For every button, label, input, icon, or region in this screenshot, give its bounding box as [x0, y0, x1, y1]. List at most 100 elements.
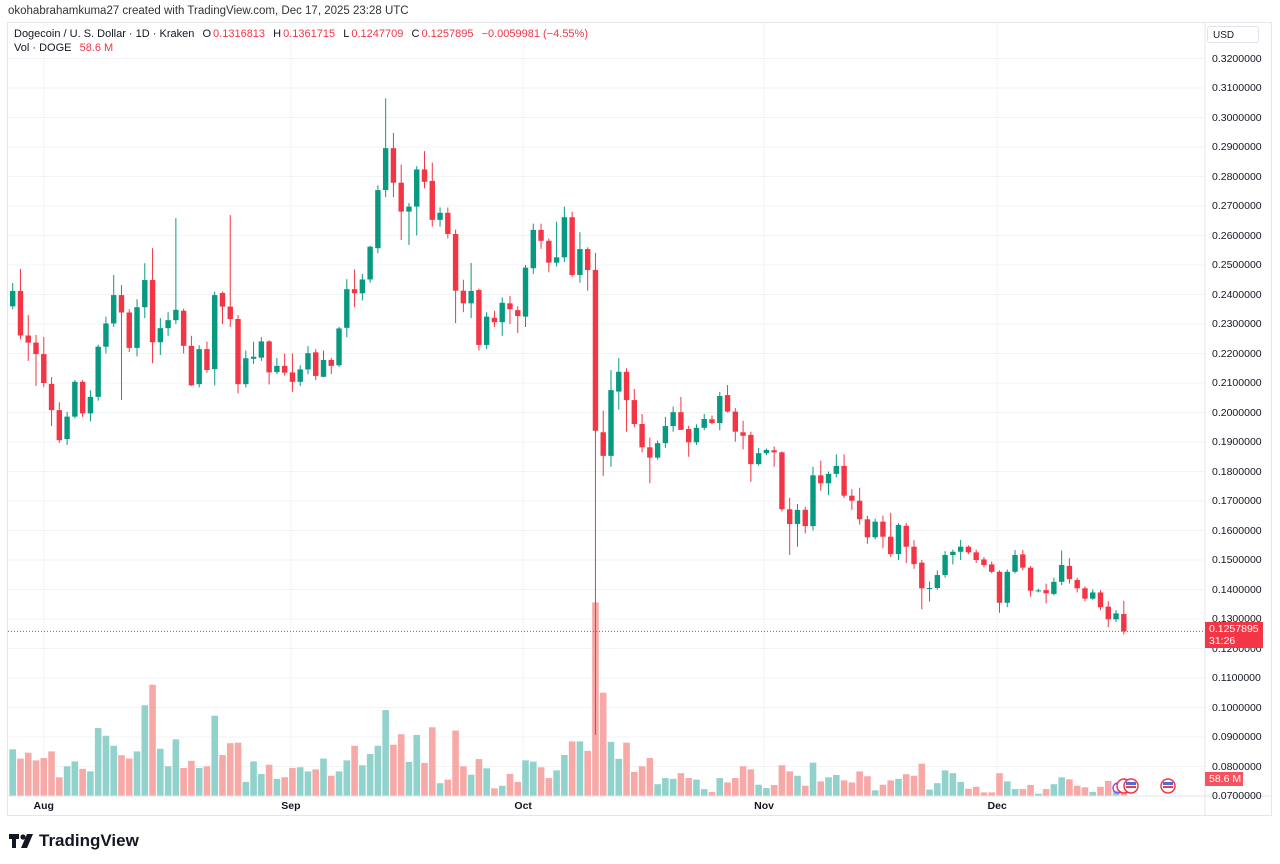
candle [235, 315, 241, 394]
volume-bar [615, 758, 623, 796]
volume-label[interactable]: Vol · DOGE [14, 42, 72, 54]
candle-body [802, 509, 808, 527]
candle [10, 282, 16, 310]
volume-bar [856, 771, 863, 796]
volume-bar [902, 774, 910, 796]
candle [779, 451, 785, 512]
volume-bar [669, 778, 677, 796]
volume-bar [428, 727, 436, 796]
volume-bar [537, 767, 545, 796]
candle-body [530, 229, 536, 269]
candle [289, 353, 296, 392]
candle-body [25, 335, 31, 343]
candle-body [1012, 554, 1018, 572]
candle-body [1113, 613, 1119, 620]
candle-body [996, 571, 1003, 603]
candle-body [320, 359, 327, 377]
candle-body [732, 411, 739, 432]
candle [942, 551, 948, 578]
candle-body [476, 290, 482, 345]
volume-bar [1019, 789, 1027, 796]
volume-bar [895, 778, 902, 796]
volume-bar [188, 760, 195, 796]
candle [911, 540, 917, 569]
volume-bar [685, 778, 692, 796]
volume-bar [234, 742, 242, 796]
candle [1020, 549, 1026, 571]
candle-body [553, 257, 560, 263]
volume-bar [40, 758, 48, 796]
symbol-title[interactable]: Dogecoin / U. S. Dollar · 1D · Kraken [14, 28, 195, 40]
price-tick-label: 0.2800000 [1212, 170, 1262, 183]
volume-bar [801, 785, 809, 796]
volume-bar [1081, 787, 1089, 796]
candle [577, 232, 583, 283]
candle [258, 337, 265, 361]
price-tick-label: 0.1100000 [1212, 672, 1261, 684]
candle-body [926, 588, 933, 590]
candle-body [709, 419, 715, 424]
volume-bar [918, 763, 926, 796]
volume-bar [506, 773, 514, 796]
candle [204, 341, 210, 373]
grid [8, 23, 1205, 797]
candle [149, 248, 156, 364]
volume-bar [172, 739, 180, 796]
candle [965, 545, 972, 555]
currency-button[interactable]: USD [1207, 26, 1259, 43]
candle [841, 454, 847, 499]
volume-bar [157, 748, 164, 796]
candle-body [118, 295, 125, 313]
time-tick-label: Dec [987, 800, 1007, 812]
candle-body [662, 426, 669, 444]
candle [1105, 601, 1111, 628]
volume-bar [654, 784, 661, 796]
candle-body [227, 306, 233, 319]
volume-bar [312, 769, 320, 796]
candle-body [577, 249, 583, 276]
candle [561, 206, 568, 263]
volume-bar [1027, 784, 1034, 796]
candle-body [942, 554, 948, 576]
candle [553, 221, 560, 267]
volume-bar [522, 760, 529, 796]
candle [1121, 600, 1127, 635]
volume-bar [514, 781, 522, 796]
chart-frame [7, 22, 1272, 816]
candle [787, 497, 793, 555]
candle-body [919, 562, 925, 589]
volume-bar [475, 759, 483, 796]
change-value: −0.0059981 (−4.55%) [481, 28, 588, 40]
volume-bar [996, 773, 1003, 796]
candle-body [654, 443, 661, 458]
tradingview-logo[interactable]: TradingView [9, 831, 139, 851]
candle [297, 365, 303, 386]
candle-body [841, 465, 847, 496]
volume-bar [63, 766, 71, 796]
volume-bar [1073, 785, 1081, 796]
volume-bar [335, 771, 343, 796]
volume-bar [825, 777, 832, 796]
candle [452, 229, 459, 324]
last-price-tag: 0.1257895 31:26 [1205, 622, 1263, 648]
volume-bar [460, 766, 467, 796]
volume-bar [646, 758, 654, 796]
candle [600, 410, 606, 476]
candle-body [1121, 614, 1127, 632]
chart-credit: okohabrahamkuma27 created with TradingVi… [8, 5, 409, 17]
candle-body [779, 452, 785, 510]
volume-bar [320, 758, 327, 796]
candle [95, 344, 101, 401]
candle-body [499, 302, 505, 323]
candle-body [111, 295, 117, 324]
candle [1082, 586, 1088, 602]
candle [584, 247, 591, 291]
candle [616, 358, 622, 410]
price-tick-label: 0.2300000 [1212, 318, 1262, 330]
volume-bar [366, 753, 374, 796]
candle-body [763, 449, 770, 454]
candle-body [142, 280, 148, 308]
volume-bar [623, 742, 630, 796]
candle-body [382, 148, 389, 191]
